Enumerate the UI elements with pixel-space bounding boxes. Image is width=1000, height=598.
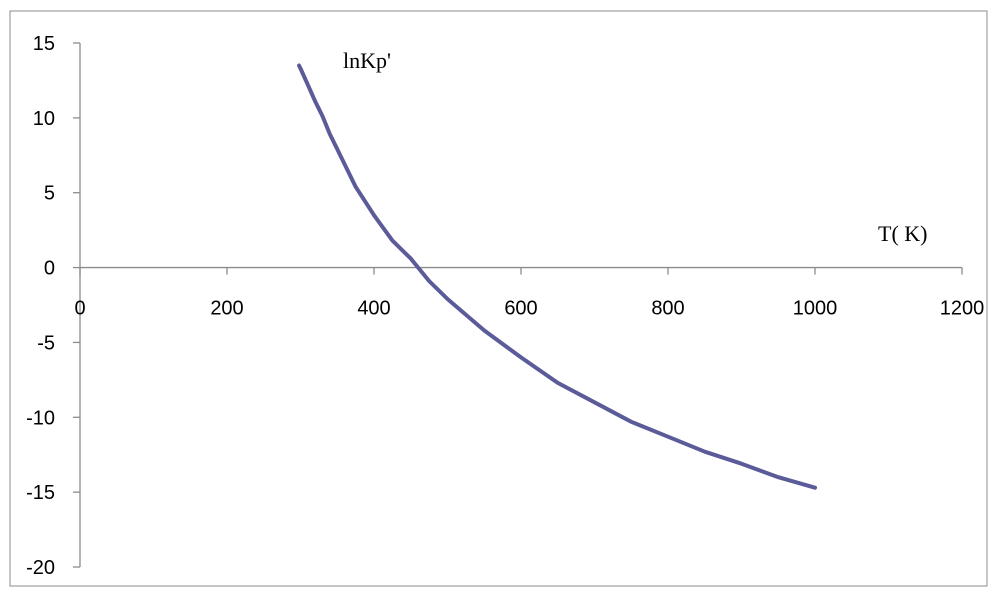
y-tick-label: -20 [26,557,55,579]
x-tick-label: 0 [74,298,85,320]
x-tick-label: 800 [651,298,684,320]
x-tick-label: 1000 [793,298,838,320]
series-group [297,63,817,490]
x-tick-label: 600 [504,298,537,320]
x-axis-label: T( K) [878,221,927,246]
y-tick-label: 5 [44,183,55,205]
y-tick-label: -15 [26,482,55,504]
y-tick-label: 0 [44,258,55,280]
y-axis-label: lnKp' [343,48,391,73]
y-tick-label: 15 [33,33,55,55]
x-tick-label: 400 [357,298,390,320]
y-tick-label: -10 [26,407,55,429]
x-tick-labels: 0 200 400 600 800 1000 1200 [74,298,984,320]
x-tick-label: 1200 [940,298,985,320]
series-line-0 [297,63,817,490]
chart-area-border [9,10,988,587]
x-tick-label: 200 [210,298,243,320]
y-tick-label: -5 [37,332,55,354]
y-tick-label: 10 [33,108,55,130]
y-tick-labels: 15 10 5 0 -5 -10 -15 -20 [26,33,55,579]
tick-marks [73,42,963,568]
